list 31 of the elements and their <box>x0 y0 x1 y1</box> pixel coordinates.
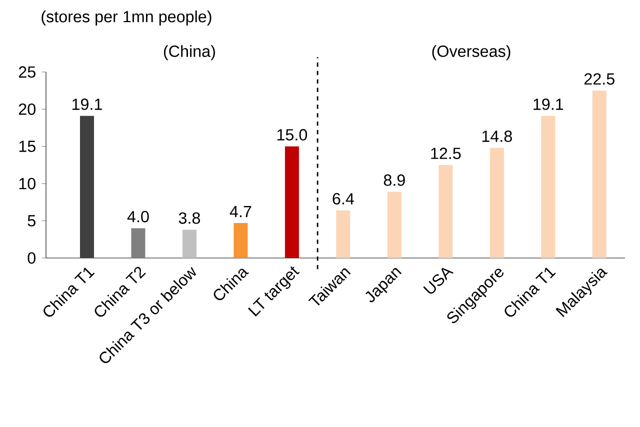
data-label: 4.7 <box>230 206 252 218</box>
data-label: 14.8 <box>482 130 512 142</box>
data-label: 3.8 <box>178 212 200 224</box>
bar <box>490 148 504 258</box>
bar <box>131 228 146 258</box>
data-label: 6.4 <box>332 193 354 204</box>
bar <box>387 192 402 258</box>
bar <box>284 146 299 258</box>
data-label: 12.5 <box>431 148 461 160</box>
bar <box>80 116 94 258</box>
bar <box>234 223 248 258</box>
y-tick-label: 5 <box>28 215 36 226</box>
y-tick-label: 0 <box>28 252 36 264</box>
chart-title: (stores per 1mn people) <box>42 10 212 26</box>
data-label: 19.1 <box>534 98 564 110</box>
bar <box>182 230 196 258</box>
data-label: 22.5 <box>584 73 614 85</box>
data-label: 19.1 <box>72 98 102 110</box>
bar <box>336 210 350 258</box>
y-tick-label: 10 <box>19 178 36 190</box>
y-tick-label: 25 <box>18 66 36 78</box>
bar <box>541 116 556 258</box>
y-tick-label: 15 <box>19 140 36 152</box>
text: (Overseas) <box>432 45 510 60</box>
bar <box>438 165 453 258</box>
data-label: 8.9 <box>384 174 405 186</box>
text: (China) <box>164 45 215 60</box>
y-tick-label: 20 <box>18 103 36 115</box>
data-label: 4.0 <box>127 210 149 222</box>
data-label: 15.0 <box>277 129 308 140</box>
bar <box>592 90 606 258</box>
